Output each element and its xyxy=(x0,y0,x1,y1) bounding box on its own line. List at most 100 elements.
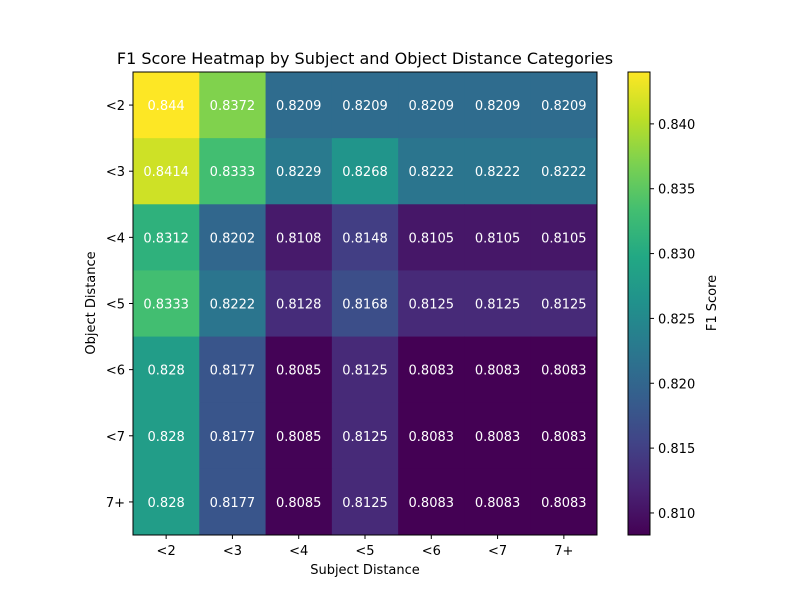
y-axis: <2 <3 <4 <5 <6 <7 7+ xyxy=(106,99,133,511)
heatmap-cell xyxy=(331,138,399,205)
colorbar-tick-label: 0.810 xyxy=(658,507,695,522)
cell-value-label: 0.844 xyxy=(148,99,185,114)
cell-value-label: 0.8168 xyxy=(342,298,388,313)
heatmap-cell xyxy=(133,72,200,139)
heatmap-cell xyxy=(530,402,598,470)
colorbar-tick-label: 0.820 xyxy=(658,377,695,392)
cell-value-label: 0.8177 xyxy=(210,496,256,511)
colorbar-label: F1 Score xyxy=(705,275,720,331)
y-tick-label: <3 xyxy=(106,165,125,180)
x-tick-label: <3 xyxy=(223,544,242,559)
x-tick-label: <6 xyxy=(422,544,441,559)
y-tick-label: 7+ xyxy=(106,496,125,511)
chart-title: F1 Score Heatmap by Subject and Object D… xyxy=(117,49,613,68)
heatmap-cell xyxy=(530,72,598,139)
y-tick-label: <5 xyxy=(106,298,125,313)
heatmap-cell xyxy=(530,138,598,205)
cell-value-label: 0.8083 xyxy=(475,496,521,511)
heatmap-cells: 0.844 0.8372 0.8209 0.8209 0.8209 0.8209 0.820… xyxy=(132,71,598,536)
heatmap-cell xyxy=(133,204,200,271)
cell-value-label: 0.8083 xyxy=(409,364,455,379)
x-tick-label: <4 xyxy=(289,544,308,559)
cell-value-label: 0.8333 xyxy=(143,298,189,313)
colorbar xyxy=(627,71,651,536)
heatmap-cell xyxy=(265,138,333,205)
heatmap-cell xyxy=(265,72,333,139)
heatmap-cell xyxy=(398,72,465,139)
cell-value-label: 0.8105 xyxy=(541,231,587,246)
cell-value-label: 0.8085 xyxy=(276,364,322,379)
cell-value-label: 0.8177 xyxy=(210,430,256,445)
y-tick-label: <2 xyxy=(106,99,125,114)
heatmap-cell xyxy=(331,204,399,271)
cell-value-label: 0.8312 xyxy=(143,231,189,246)
y-tick-label: <4 xyxy=(106,231,125,246)
heatmap-cell xyxy=(530,468,598,536)
cell-value-label: 0.8148 xyxy=(342,231,388,246)
cell-value-label: 0.8177 xyxy=(210,364,256,379)
heatmap-cell xyxy=(398,336,465,404)
heatmap-cell xyxy=(133,138,200,205)
heatmap-cell xyxy=(464,468,532,536)
heatmap-cell xyxy=(530,270,598,338)
heatmap-cell xyxy=(530,204,598,271)
colorbar-tick-label: 0.815 xyxy=(658,442,695,457)
cell-value-label: 0.828 xyxy=(148,496,185,511)
heatmap-cell xyxy=(398,270,465,338)
cell-value-label: 0.8125 xyxy=(342,430,388,445)
cell-value-label: 0.8209 xyxy=(475,99,521,114)
colorbar-tick-label: 0.835 xyxy=(658,183,695,198)
cell-value-label: 0.8125 xyxy=(541,298,587,313)
cell-value-label: 0.8083 xyxy=(409,496,455,511)
heatmap-cell xyxy=(331,402,399,470)
heatmap-cell xyxy=(530,336,598,404)
cell-value-label: 0.828 xyxy=(148,430,185,445)
x-tick-label: <2 xyxy=(157,544,176,559)
x-tick-label: <5 xyxy=(355,544,374,559)
cell-value-label: 0.8209 xyxy=(541,99,587,114)
heatmap-cell xyxy=(464,138,532,205)
cell-value-label: 0.8229 xyxy=(276,165,322,180)
y-axis-label: Object Distance xyxy=(84,251,99,354)
heatmap-cell xyxy=(331,336,399,404)
heatmap-cell xyxy=(331,72,399,139)
heatmap-cell xyxy=(133,402,200,470)
cell-value-label: 0.8209 xyxy=(342,99,388,114)
heatmap-cell xyxy=(199,204,267,271)
heatmap-cell xyxy=(199,468,267,536)
heatmap-cell xyxy=(464,204,532,271)
y-tick-label: <7 xyxy=(106,430,125,445)
cell-value-label: 0.8202 xyxy=(210,231,256,246)
cell-value-label: 0.8372 xyxy=(210,99,256,114)
heatmap-cell xyxy=(398,402,465,470)
cell-value-label: 0.8222 xyxy=(210,298,256,313)
cell-value-label: 0.8083 xyxy=(541,430,587,445)
colorbar-ticks: 0.810 0.815 0.820 0.825 0.830 0.835 0.840 xyxy=(650,118,695,522)
heatmap-cell xyxy=(265,270,333,338)
cell-value-label: 0.8085 xyxy=(276,496,322,511)
heatmap-cell xyxy=(398,138,465,205)
heatmap-cell xyxy=(199,270,267,338)
cell-value-label: 0.8125 xyxy=(409,298,455,313)
heatmap-cell xyxy=(464,270,532,338)
heatmap-cell xyxy=(265,468,333,536)
cell-value-label: 0.8083 xyxy=(541,496,587,511)
heatmap-cell xyxy=(464,336,532,404)
cell-value-label: 0.8222 xyxy=(475,165,521,180)
cell-value-label: 0.8128 xyxy=(276,298,322,313)
heatmap-cell xyxy=(331,270,399,338)
cell-value-label: 0.8083 xyxy=(475,430,521,445)
cell-value-label: 0.8222 xyxy=(541,165,587,180)
cell-value-label: 0.8222 xyxy=(409,165,455,180)
cell-value-label: 0.8083 xyxy=(475,364,521,379)
x-axis-label: Subject Distance xyxy=(310,563,420,578)
x-tick-label: 7+ xyxy=(554,544,573,559)
cell-value-label: 0.8125 xyxy=(342,364,388,379)
cell-value-label: 0.8108 xyxy=(276,231,322,246)
cell-value-label: 0.8209 xyxy=(409,99,455,114)
heatmap-cell xyxy=(265,336,333,404)
cell-value-label: 0.8083 xyxy=(409,430,455,445)
heatmap-cell xyxy=(331,468,399,536)
cell-value-label: 0.8105 xyxy=(409,231,455,246)
